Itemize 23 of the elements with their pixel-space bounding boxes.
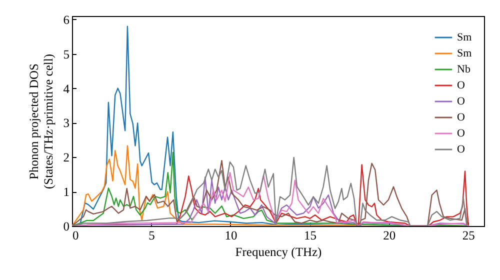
y-tick-label: 1 [63, 185, 70, 200]
x-tick-label: 0 [72, 228, 79, 242]
x-axis-title: Frequency (THz) [235, 245, 322, 259]
legend-label: O [457, 144, 465, 156]
legend-label: O [457, 96, 465, 108]
y-tick-label: 0 [63, 220, 70, 234]
x-tick-label: 10 [224, 228, 238, 242]
legend-label: O [457, 128, 465, 140]
legend-label: O [457, 112, 465, 124]
x-tick-label: 5 [148, 228, 155, 242]
x-tick-label: 20 [383, 228, 396, 242]
y-tick-label: 6 [63, 12, 70, 27]
y-tick-label: 2 [63, 150, 70, 165]
y-tick-label: 3 [63, 116, 70, 130]
legend-label: Sm [457, 48, 472, 60]
x-tick-label: 25 [462, 228, 475, 242]
y-axis-title: Phonon projected DOS (States/THz·primitive cell) [26, 54, 56, 190]
x-tick-label: 15 [304, 228, 316, 242]
legend-label: Nb [457, 64, 471, 76]
legend-label: O [457, 80, 465, 92]
legend-label: Sm [457, 32, 472, 44]
y-tick-label: 4 [63, 82, 70, 96]
y-tick-label: 5 [63, 47, 70, 62]
